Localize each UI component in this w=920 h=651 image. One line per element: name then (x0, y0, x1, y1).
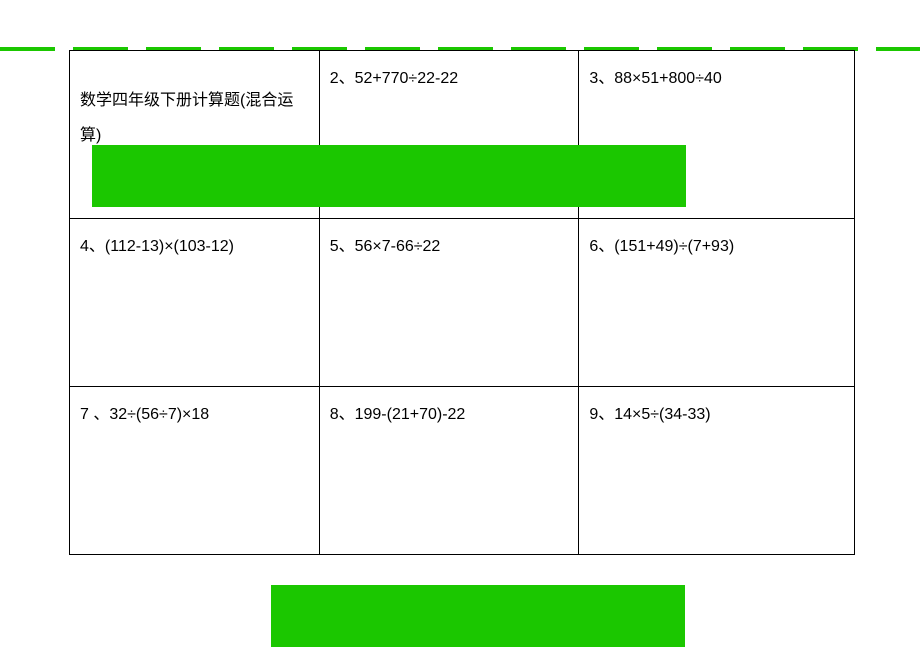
cell-text: 数学四年级下册计算题(混合运算) (80, 92, 293, 144)
cell-r2c2: 5、56×7-66÷22 (319, 219, 579, 387)
cell-r2c1: 4、(112-13)×(103-12) (70, 219, 320, 387)
cell-text: 5、56×7-66÷22 (330, 238, 441, 255)
cell-text: 4、(112-13)×(103-12) (80, 238, 234, 255)
cell-text: 8、199-(21+70)-22 (330, 406, 466, 423)
worksheet-table: 数学四年级下册计算题(混合运算) 2、52+770÷22-22 3、88×51+… (69, 50, 855, 555)
cell-text: 3、88×51+800÷40 (589, 70, 721, 87)
cell-text: 9、14×5÷(34-33) (589, 406, 710, 423)
cell-r3c1: 7 、32÷(56÷7)×18 (70, 387, 320, 555)
page: 数学四年级下册计算题(混合运算) 2、52+770÷22-22 3、88×51+… (0, 0, 920, 651)
table-row: 4、(112-13)×(103-12) 5、56×7-66÷22 6、(151+… (70, 219, 855, 387)
cell-r3c3: 9、14×5÷(34-33) (579, 387, 855, 555)
table-row: 7 、32÷(56÷7)×18 8、199-(21+70)-22 9、14×5÷… (70, 387, 855, 555)
cell-text: 7 、32÷(56÷7)×18 (80, 406, 209, 423)
cell-r2c3: 6、(151+49)÷(7+93) (579, 219, 855, 387)
cell-r3c2: 8、199-(21+70)-22 (319, 387, 579, 555)
green-highlight-2 (271, 585, 685, 647)
green-highlight-1 (92, 145, 686, 207)
cell-text: 2、52+770÷22-22 (330, 70, 458, 87)
cell-text: 6、(151+49)÷(7+93) (589, 238, 734, 255)
